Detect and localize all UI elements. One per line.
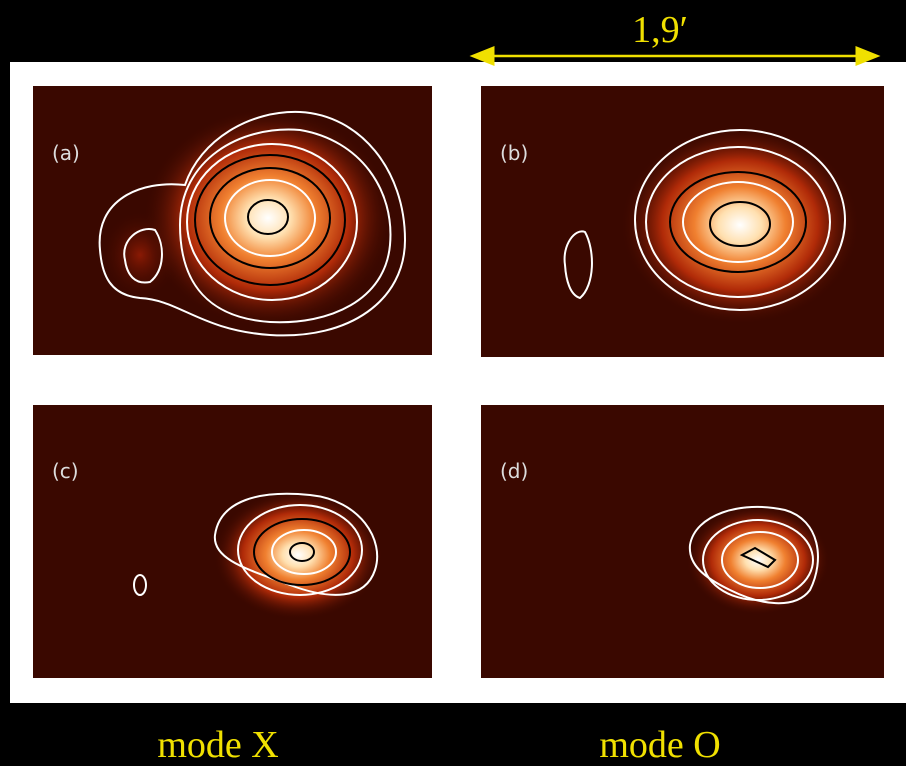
panel-b: (b) [481,86,884,357]
caption: mode O [599,724,720,766]
figure: 1,9′ (a) (b) (c) [0,0,906,766]
panel-d: (d) [481,405,884,678]
panel-a: (a) [33,86,432,355]
panel-label: (d) [500,459,528,483]
panel-c: (c) [33,405,432,678]
scale-label: 1,9′ [632,9,688,51]
caption: mode X [157,724,278,766]
panel-label: (b) [500,141,528,165]
panel-label: (a) [52,141,80,165]
panel-label: (c) [52,459,79,483]
